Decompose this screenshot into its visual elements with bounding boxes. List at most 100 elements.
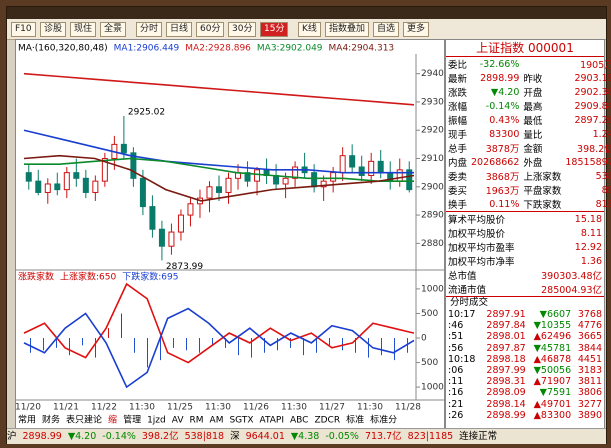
quote-cell: 1.24 — [592, 128, 611, 140]
quote-cell: 0.43% — [489, 114, 520, 126]
quote-row: 总手 3878万 金额 398.2亿 — [446, 141, 611, 155]
quote-cell: 3868万 — [485, 172, 520, 183]
bottom-tab[interactable]: ATAPI — [259, 416, 284, 426]
trade-tab[interactable]: 分时成交 — [446, 296, 604, 309]
toolbar-button[interactable]: 日线 — [166, 22, 193, 37]
chart-panel: MA·(160,320,80,48) MA1:2906.449 MA2:2928.8… — [15, 39, 445, 429]
candle-body — [149, 206, 156, 230]
bottom-tab[interactable]: AM — [210, 416, 224, 426]
candle-body — [25, 172, 32, 182]
quote-cell: 委比 — [448, 60, 468, 71]
bottom-tab[interactable]: SGTX — [229, 416, 253, 426]
quote-row: 委比 -32.66% 1905万 — [446, 57, 611, 72]
stats-row: 算术平均股价 15.18 — [446, 212, 604, 227]
quote-cell: 委买 — [448, 186, 468, 197]
quote-cell: 2909.84 — [574, 100, 611, 112]
trade-cell: 3890 — [577, 409, 602, 421]
stats-table: 算术平均股价 15.18 加权平均股价 8.11 加权平均市盈率 12.92 加权平均市净率… — [446, 211, 604, 296]
bottom-tab[interactable]: RM — [190, 416, 204, 426]
trade-row: 10:17 2897.91 ▼6607 3768 — [446, 309, 604, 320]
trade-row: :16 2898.09 ▼7591 3806 — [446, 387, 604, 398]
candle-body — [320, 180, 327, 188]
quote-row: 涨跌 ▼4.20 开盘 2902.36 — [446, 85, 611, 100]
status-item: ▼4.20 — [67, 431, 97, 442]
x-tick-label: 11/26 — [243, 403, 269, 413]
toolbar-button[interactable]: 自选 — [373, 22, 400, 37]
bottom-tab[interactable]: 常用 — [18, 414, 36, 426]
bottom-tab[interactable]: AV — [172, 416, 185, 426]
toolbar-button[interactable]: 分时 — [136, 22, 163, 37]
bottom-tab[interactable]: 缩 — [108, 414, 117, 426]
candle-body — [377, 160, 384, 174]
trade-cell: 2897.91 — [486, 309, 526, 321]
candle-body — [35, 180, 42, 193]
toolbar-button[interactable]: 更多 — [403, 22, 430, 37]
candle-body — [406, 169, 413, 191]
candle-body — [101, 158, 108, 182]
x-tick-label: 11/22 — [91, 403, 117, 413]
trade-cell: :21 — [448, 398, 464, 410]
status-item: 398.2亿 — [141, 431, 179, 442]
trade-row: :06 2897.99 ▼50056 3183 — [446, 365, 604, 376]
toolbar-button[interactable]: 现住 — [70, 22, 97, 37]
indicator-label: 涨跌家数 — [18, 271, 54, 283]
trade-cell: 10:17 — [448, 309, 476, 321]
quote-row: 振幅 0.43% 最低 2897.26 — [446, 113, 611, 128]
indicator-line — [23, 307, 415, 389]
toolbar-button[interactable]: F10 — [11, 22, 36, 37]
trade-row: :51 2898.01 ▲62496 3665 — [446, 331, 604, 342]
window: F10 诊股 现住 全景 分时 日线 60分 30分 15分 K线 指数叠加 自选 更多 MA·(160… — [6, 6, 611, 444]
trade-cell: 2897.84 — [486, 320, 526, 332]
bottom-tab[interactable]: 1jzd — [147, 416, 166, 426]
ma-label: MA·(160,320,80,48) — [18, 44, 108, 54]
candle-body — [120, 143, 127, 154]
status-item: 沪 — [7, 431, 17, 442]
candle-body — [339, 155, 346, 174]
toolbar-button[interactable]: 全景 — [100, 22, 127, 37]
bottom-tab[interactable]: ABC — [290, 416, 308, 426]
quote-cell: 总手 — [448, 144, 468, 155]
candle-body — [92, 180, 99, 193]
trade-cell: :51 — [448, 331, 464, 343]
status-item: 连接正常 — [459, 431, 498, 442]
bottom-tab[interactable]: ZDCR — [314, 416, 340, 426]
quote-cell: 最低 — [523, 116, 543, 127]
trade-cell: ▼10355 — [533, 320, 572, 332]
trade-cell: 2898.99 — [486, 409, 526, 421]
candle-body — [225, 177, 232, 193]
toolbar-button[interactable]: K线 — [298, 22, 321, 37]
bottom-tab[interactable]: 表只建论 — [66, 414, 102, 426]
toolbar-button[interactable]: 15分 — [260, 22, 289, 37]
trade-cell: :46 — [448, 320, 464, 332]
candle-body — [311, 172, 318, 188]
quote-cell: 内盘 — [448, 158, 468, 169]
quote-cell: 换手 — [448, 200, 468, 211]
toolbar-button[interactable]: 诊股 — [40, 22, 67, 37]
quote-cell: 开盘 — [523, 88, 543, 99]
candle-body — [273, 174, 280, 185]
trade-cell: ▼6607 — [539, 309, 572, 321]
x-tick-label: 11/20 — [16, 403, 41, 413]
status-item: 823|1185 — [407, 431, 454, 442]
quote-cell: 平盘家数 — [523, 186, 562, 197]
trade-cell: 2898.09 — [486, 387, 526, 399]
y-tick-label: 500 — [421, 358, 438, 368]
toolbar-button[interactable]: 30分 — [228, 22, 257, 37]
toolbar-button[interactable]: 指数叠加 — [325, 22, 370, 37]
stats-row: 流通市值 285004.93亿 — [446, 282, 604, 296]
ma-item: MA2:2928.896 — [185, 44, 251, 54]
toolbar-button[interactable]: 60分 — [196, 22, 225, 37]
bottom-tab[interactable]: 标准 — [346, 414, 364, 426]
y-tick-label: 0 — [421, 334, 427, 344]
trades-table: 10:17 2897.91 ▼6607 3768:46 2897.84 ▼10355 477… — [446, 309, 604, 421]
trade-cell: ▲49701 — [533, 398, 572, 410]
y-tick-label: 2910 — [421, 154, 444, 164]
bottom-tab[interactable]: 管理 — [123, 414, 141, 426]
trade-row: :11 2898.31 ▲71907 3811 — [446, 376, 604, 387]
x-tick-label: 11/28 — [395, 403, 421, 413]
trade-cell: :11 — [448, 376, 464, 388]
bottom-tab[interactable]: 财务 — [42, 414, 60, 426]
bottom-tab[interactable]: 标准分 — [370, 414, 397, 426]
stats-row: 总市值 390303.48亿 — [446, 268, 604, 282]
x-tick-label: 11:30 — [205, 403, 231, 413]
